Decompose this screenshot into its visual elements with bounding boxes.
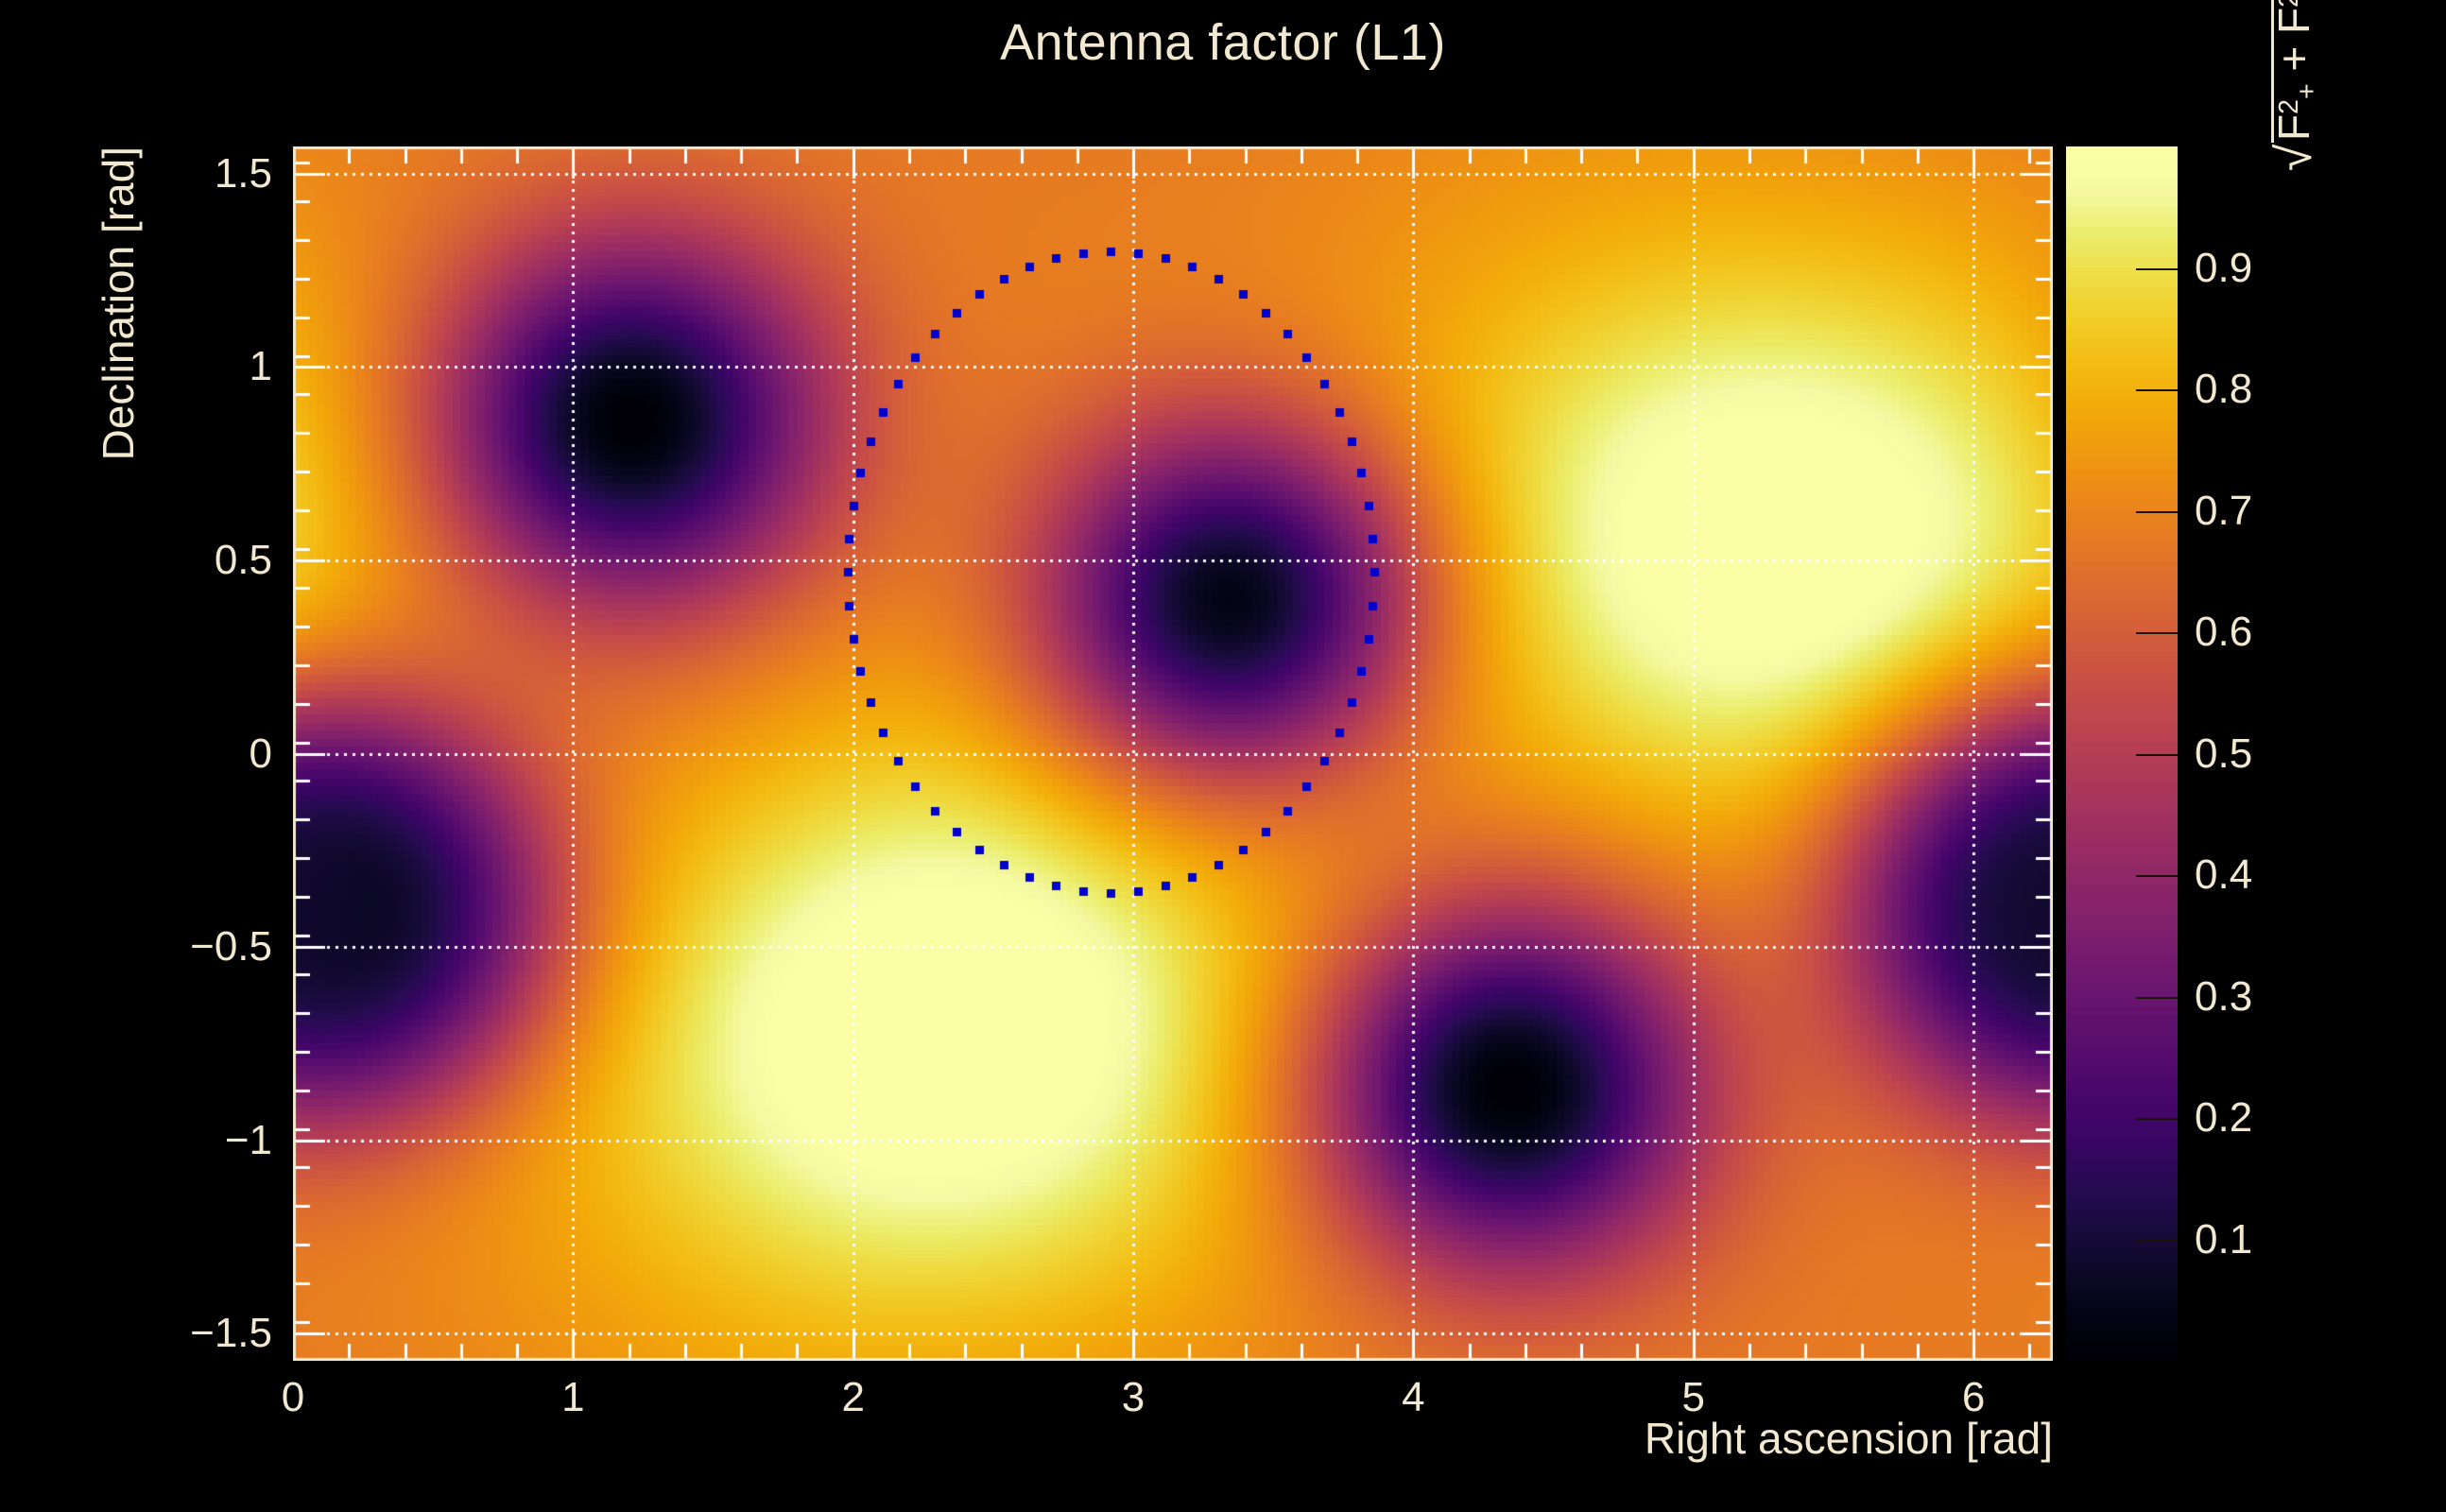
colorbar-axis-title: √ F2+ + F2x (2267, 0, 2323, 171)
y-tick-label: −0.5 (190, 923, 272, 970)
colorbar-tick (2136, 389, 2178, 391)
colorbar-tick-label: 0.1 (2195, 1215, 2253, 1263)
y-tick-label: −1 (224, 1116, 272, 1163)
colorbar-tickmarks (2066, 146, 2178, 1361)
x-tick-label: 1 (561, 1374, 585, 1420)
y-tick-label: 1.5 (214, 149, 272, 197)
radical-bar (2271, 0, 2274, 143)
colorbar-tick-label: 0.9 (2195, 244, 2253, 291)
colorbar-tick-label: 0.8 (2195, 366, 2253, 412)
colorbar (2066, 146, 2178, 1361)
f-plus-term: F2+ (2269, 83, 2323, 141)
colorbar-tick (2136, 997, 2178, 999)
colorbar-tick (2136, 754, 2178, 756)
x-tick-label: 0 (281, 1374, 305, 1420)
heatmap-plot-area (293, 146, 2053, 1361)
x-tick-label: 6 (1961, 1374, 1986, 1420)
colorbar-tick-label: 0.6 (2195, 609, 2253, 655)
y-tick-label: 1 (249, 343, 272, 390)
x-tick-label: 3 (1121, 1374, 1145, 1420)
colorbar-tick (2136, 875, 2178, 877)
colorbar-tick (2136, 268, 2178, 270)
f-cross-term: F2x (2269, 0, 2318, 34)
y-tick-label: 0.5 (214, 536, 272, 583)
colorbar-tick-label: 0.2 (2195, 1094, 2253, 1141)
colorbar-tick (2136, 1240, 2178, 1242)
colorbar-tick-label: 0.3 (2195, 972, 2253, 1020)
colorbar-tick-label: 0.7 (2195, 487, 2253, 534)
sqrt-expression: √ F2+ + F2x (2267, 0, 2323, 171)
colorbar-tick (2136, 1118, 2178, 1120)
x-axis-title: Right ascension [rad] (1644, 1414, 2053, 1463)
radical-icon: √ (2267, 144, 2322, 171)
x-tick-label: 4 (1402, 1374, 1425, 1420)
x-tick-label: 2 (841, 1374, 865, 1420)
colorbar-gradient (2066, 146, 2178, 1361)
colorbar-tick (2136, 632, 2178, 634)
plus-operator: + (2269, 33, 2318, 84)
colorbar-tick-label: 0.4 (2195, 851, 2253, 898)
page-title: Antenna factor (L1) (1000, 14, 1446, 71)
colorbar-tick-label: 0.5 (2195, 730, 2253, 777)
grid-ticks-and-contour-overlay (293, 146, 2053, 1361)
colorbar-tick (2136, 511, 2178, 513)
y-tick-label: 0 (249, 730, 272, 777)
y-tick-label: −1.5 (190, 1310, 272, 1357)
x-tick-label: 5 (1681, 1374, 1705, 1420)
